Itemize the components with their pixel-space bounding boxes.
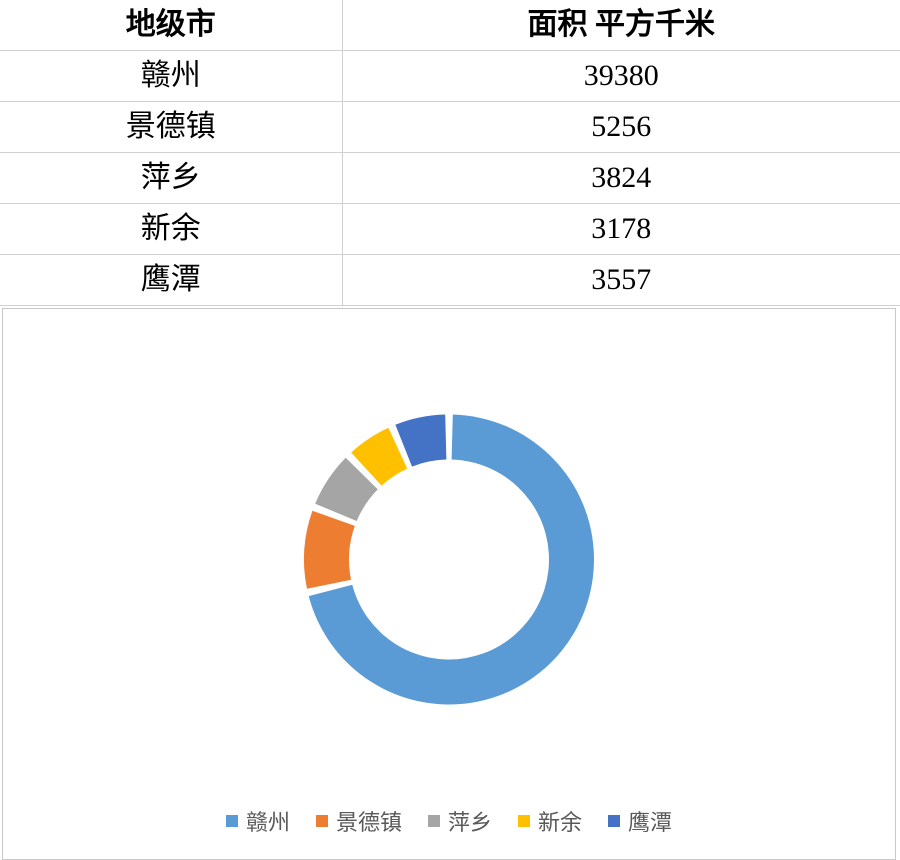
cell-city: 景德镇 (0, 102, 342, 153)
col-header-area: 面积 平方千米 (342, 0, 900, 51)
table-row: 萍乡3824 (0, 153, 900, 204)
legend-swatch (428, 815, 440, 827)
cell-city: 新余 (0, 204, 342, 255)
table-row: 新余3178 (0, 204, 900, 255)
donut-slice-4 (395, 415, 446, 467)
col-header-city: 地级市 (0, 0, 342, 51)
donut-slice-1 (304, 511, 355, 589)
table-row: 景德镇5256 (0, 102, 900, 153)
cell-area: 3557 (342, 255, 900, 306)
donut-slice-0 (309, 415, 594, 705)
legend-label: 萍乡 (448, 805, 492, 837)
legend-swatch (226, 815, 238, 827)
donut-chart (289, 400, 609, 725)
legend-item: 萍乡 (428, 805, 492, 837)
cell-city: 赣州 (0, 51, 342, 102)
table-header-row: 地级市 面积 平方千米 (0, 0, 900, 51)
table-row: 鹰潭3557 (0, 255, 900, 306)
legend-label: 赣州 (246, 805, 290, 837)
legend-swatch (316, 815, 328, 827)
cell-city: 鹰潭 (0, 255, 342, 306)
legend-item: 新余 (518, 805, 582, 837)
legend-item: 景德镇 (316, 805, 402, 837)
chart-legend: 赣州 景德镇 萍乡 新余 鹰潭 (3, 805, 895, 837)
legend-item: 鹰潭 (608, 805, 672, 837)
legend-label: 景德镇 (336, 805, 402, 837)
legend-item: 赣州 (226, 805, 290, 837)
table-row: 赣州39380 (0, 51, 900, 102)
city-area-table: 地级市 面积 平方千米 赣州39380景德镇5256萍乡3824新余3178鹰潭… (0, 0, 900, 306)
legend-label: 鹰潭 (628, 805, 672, 837)
legend-swatch (608, 815, 620, 827)
cell-area: 3824 (342, 153, 900, 204)
cell-area: 3178 (342, 204, 900, 255)
cell-area: 5256 (342, 102, 900, 153)
legend-label: 新余 (538, 805, 582, 837)
legend-swatch (518, 815, 530, 827)
cell-city: 萍乡 (0, 153, 342, 204)
chart-container: 赣州 景德镇 萍乡 新余 鹰潭 (2, 308, 896, 860)
cell-area: 39380 (342, 51, 900, 102)
